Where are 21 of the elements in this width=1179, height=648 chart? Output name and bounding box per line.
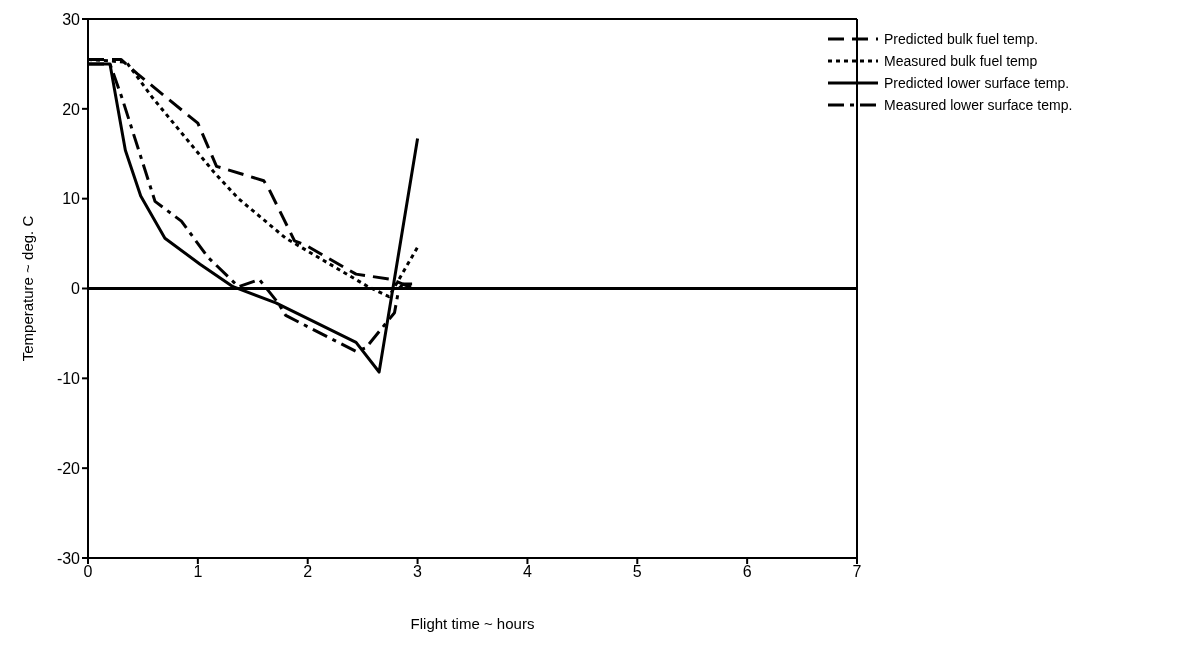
y-tick-label: 20 <box>62 100 81 118</box>
legend-label: Predicted bulk fuel temp. <box>884 31 1039 47</box>
y-tick-label: 10 <box>62 190 81 208</box>
x-axis-title: Flight time ~ hours <box>410 614 535 632</box>
x-tick-label: 7 <box>852 563 862 581</box>
y-tick-label: -30 <box>56 549 81 567</box>
y-axis-title: Temperature ~ deg. C <box>19 215 37 362</box>
y-tick-label: -10 <box>56 370 81 388</box>
x-tick-label: 3 <box>413 563 423 581</box>
y-tick-label: -20 <box>56 459 81 477</box>
y-tick-label: 0 <box>71 280 81 298</box>
x-tick-label: 6 <box>742 563 752 581</box>
y-tick-label: 30 <box>62 10 81 28</box>
x-tick-label: 2 <box>303 563 313 581</box>
x-tick-label: 0 <box>83 563 93 581</box>
legend-label: Predicted lower surface temp. <box>884 75 1070 91</box>
legend-label: Measured lower surface temp. <box>884 97 1073 113</box>
x-tick-label: 5 <box>632 563 642 581</box>
x-tick-label: 1 <box>193 563 203 581</box>
x-tick-label: 4 <box>522 563 532 581</box>
legend-label: Measured bulk fuel temp <box>884 53 1038 69</box>
